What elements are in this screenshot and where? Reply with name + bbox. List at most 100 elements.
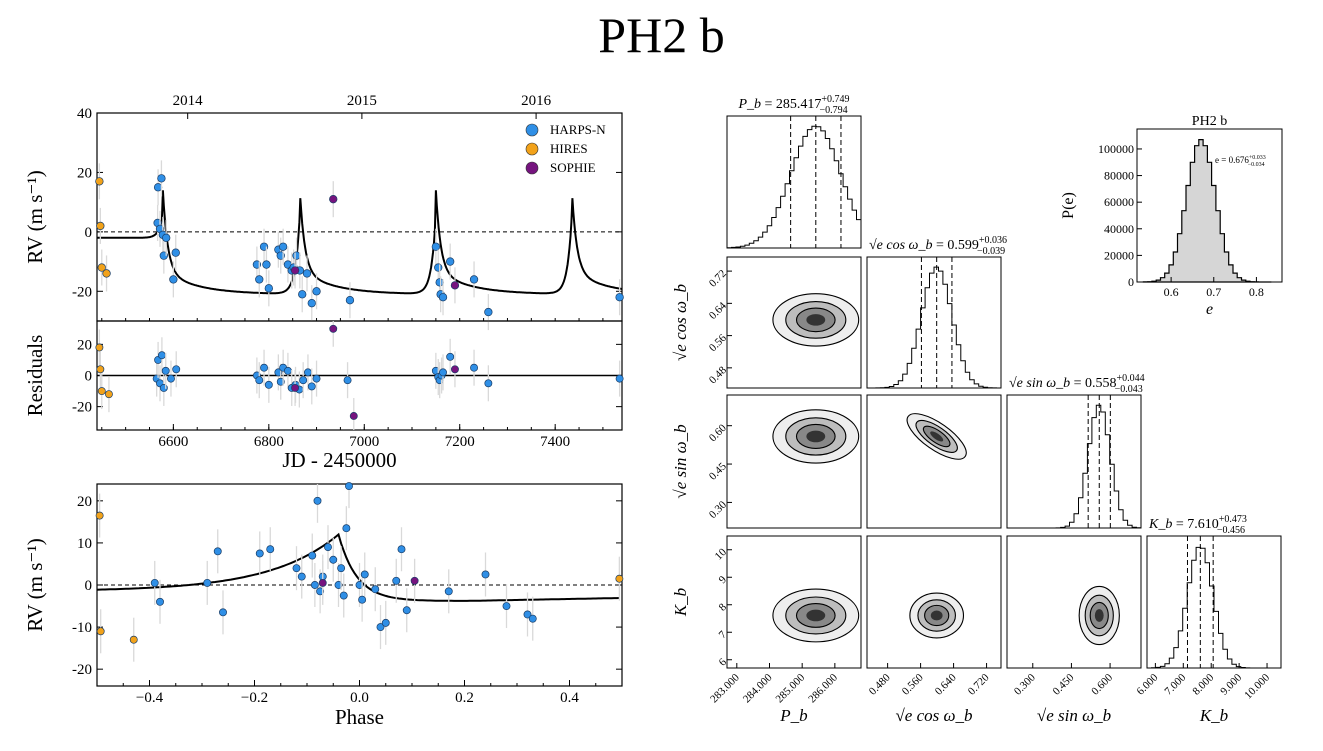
x-tick-label: 0.6: [1164, 285, 1179, 299]
data-point: [381, 618, 390, 627]
y-tick-label: 0.30: [707, 499, 729, 521]
data-point: [439, 368, 447, 377]
y-tick-label: 0.60: [707, 422, 729, 444]
data-point: [434, 263, 443, 272]
y-tick-label: 0: [85, 578, 93, 594]
legend-label: HARPS-N: [550, 122, 606, 137]
equals-sign: =: [1070, 376, 1085, 391]
x-tick-label: 0.720: [966, 671, 992, 697]
data-point: [329, 324, 338, 333]
data-point: [615, 293, 624, 302]
param-err-down: −0.794: [820, 105, 848, 116]
x-tick-label: 0.560: [900, 671, 926, 697]
x-tick-label: 9.000: [1218, 671, 1244, 697]
data-point: [528, 614, 537, 623]
data-point: [316, 587, 325, 596]
y-tick-label: -20: [72, 400, 92, 416]
y-tick-label: 0: [85, 225, 93, 241]
data-point: [157, 174, 166, 183]
x-tick-label: 6800: [254, 434, 284, 450]
data-point: [172, 365, 181, 374]
data-point: [262, 260, 271, 269]
panel-title: PH2 b: [1192, 114, 1227, 129]
data-point: [450, 281, 460, 290]
data-point: [97, 263, 106, 272]
x-axis-label: Phase: [335, 705, 384, 729]
data-point: [484, 307, 493, 317]
histogram-steps: [867, 266, 1001, 389]
data-point: [469, 275, 479, 284]
panel-frame: [1006, 394, 1142, 529]
histogram-steps: [727, 125, 861, 249]
data-point: [318, 578, 327, 587]
data-point: [337, 564, 346, 573]
param-symbol: P_b: [737, 97, 761, 112]
x-axis-label: √e sin ω_b: [1037, 706, 1111, 725]
y-tick-label: -20: [72, 284, 92, 300]
data-point: [334, 581, 343, 589]
legend-marker: [525, 123, 539, 137]
equals-sign: =: [932, 238, 947, 253]
y-tick-label: 40: [77, 106, 92, 122]
density-contour: [806, 314, 826, 326]
y-axis-label: RV (m s⁻¹): [23, 538, 47, 632]
data-point: [255, 549, 264, 558]
data-point: [484, 379, 493, 388]
data-point: [371, 585, 380, 594]
y-tick-label: 0.64: [707, 299, 729, 321]
param-err-up: +0.473: [1219, 514, 1247, 525]
data-point: [157, 351, 166, 360]
data-point: [410, 576, 419, 585]
x-tick-label: 286.000: [806, 671, 840, 705]
param-value: 7.610: [1187, 517, 1219, 532]
y-axis-label: RV (m s⁻¹): [23, 170, 47, 264]
legend-label: SOPHIE: [550, 160, 596, 175]
annotation: e = 0.676+0.033 −0.034: [1215, 155, 1266, 168]
data-point: [392, 576, 401, 585]
data-point: [203, 578, 212, 587]
data-point: [96, 221, 105, 231]
data-point: [451, 365, 459, 374]
data-point: [307, 299, 316, 308]
x-axis-label: √e cos ω_b: [895, 706, 972, 725]
y-tick-label: 60000: [1104, 195, 1134, 209]
data-point: [266, 545, 275, 554]
data-point: [431, 242, 441, 251]
data-point: [255, 376, 264, 385]
annotation-err-up: +0.033: [1249, 155, 1266, 161]
contour-panel: 0.300 0.450 0.600 √e sin ω_b: [1006, 535, 1142, 725]
data-point: [358, 595, 367, 604]
legend-marker: [525, 142, 539, 156]
y-tick-label: 0.56: [707, 332, 729, 354]
data-point: [97, 387, 106, 396]
histogram-steps: [1147, 546, 1281, 669]
x-tick-label: 7.000: [1162, 671, 1188, 697]
y-tick-label: 0: [85, 369, 93, 385]
data-point: [308, 551, 317, 560]
panel-frame: [866, 394, 1002, 529]
x-axis-label: e: [1206, 301, 1213, 318]
y-tick-label: -10: [72, 620, 92, 636]
contour-panel: 0.480 0.560 0.640 0.720 √e cos ω_b: [866, 535, 1002, 725]
data-point: [307, 382, 316, 391]
histogram-bars: [1142, 139, 1272, 283]
annotation-value: e = 0.676: [1215, 155, 1249, 165]
y-axis-label: K_b: [671, 588, 690, 617]
data-point: [104, 390, 113, 399]
y-axis-label: √e sin ω_b: [671, 424, 690, 498]
x-tick-label: 0.8: [1249, 285, 1264, 299]
y-tick-label: 20: [77, 165, 92, 181]
x-tick-label: −0.2: [241, 690, 268, 706]
data-point: [290, 266, 300, 275]
param-symbol: K_b: [1148, 517, 1172, 532]
annotation-err-down: −0.034: [1248, 162, 1265, 168]
density-contour: [806, 430, 826, 443]
data-point: [345, 482, 353, 491]
param-err-up: +0.044: [1117, 373, 1145, 384]
x-tick-label: 8.000: [1190, 671, 1216, 697]
x-tick-label: 10.000: [1242, 671, 1272, 701]
y-axis-label: P(e): [1060, 192, 1077, 219]
x-tick-label: 0.480: [867, 671, 893, 697]
